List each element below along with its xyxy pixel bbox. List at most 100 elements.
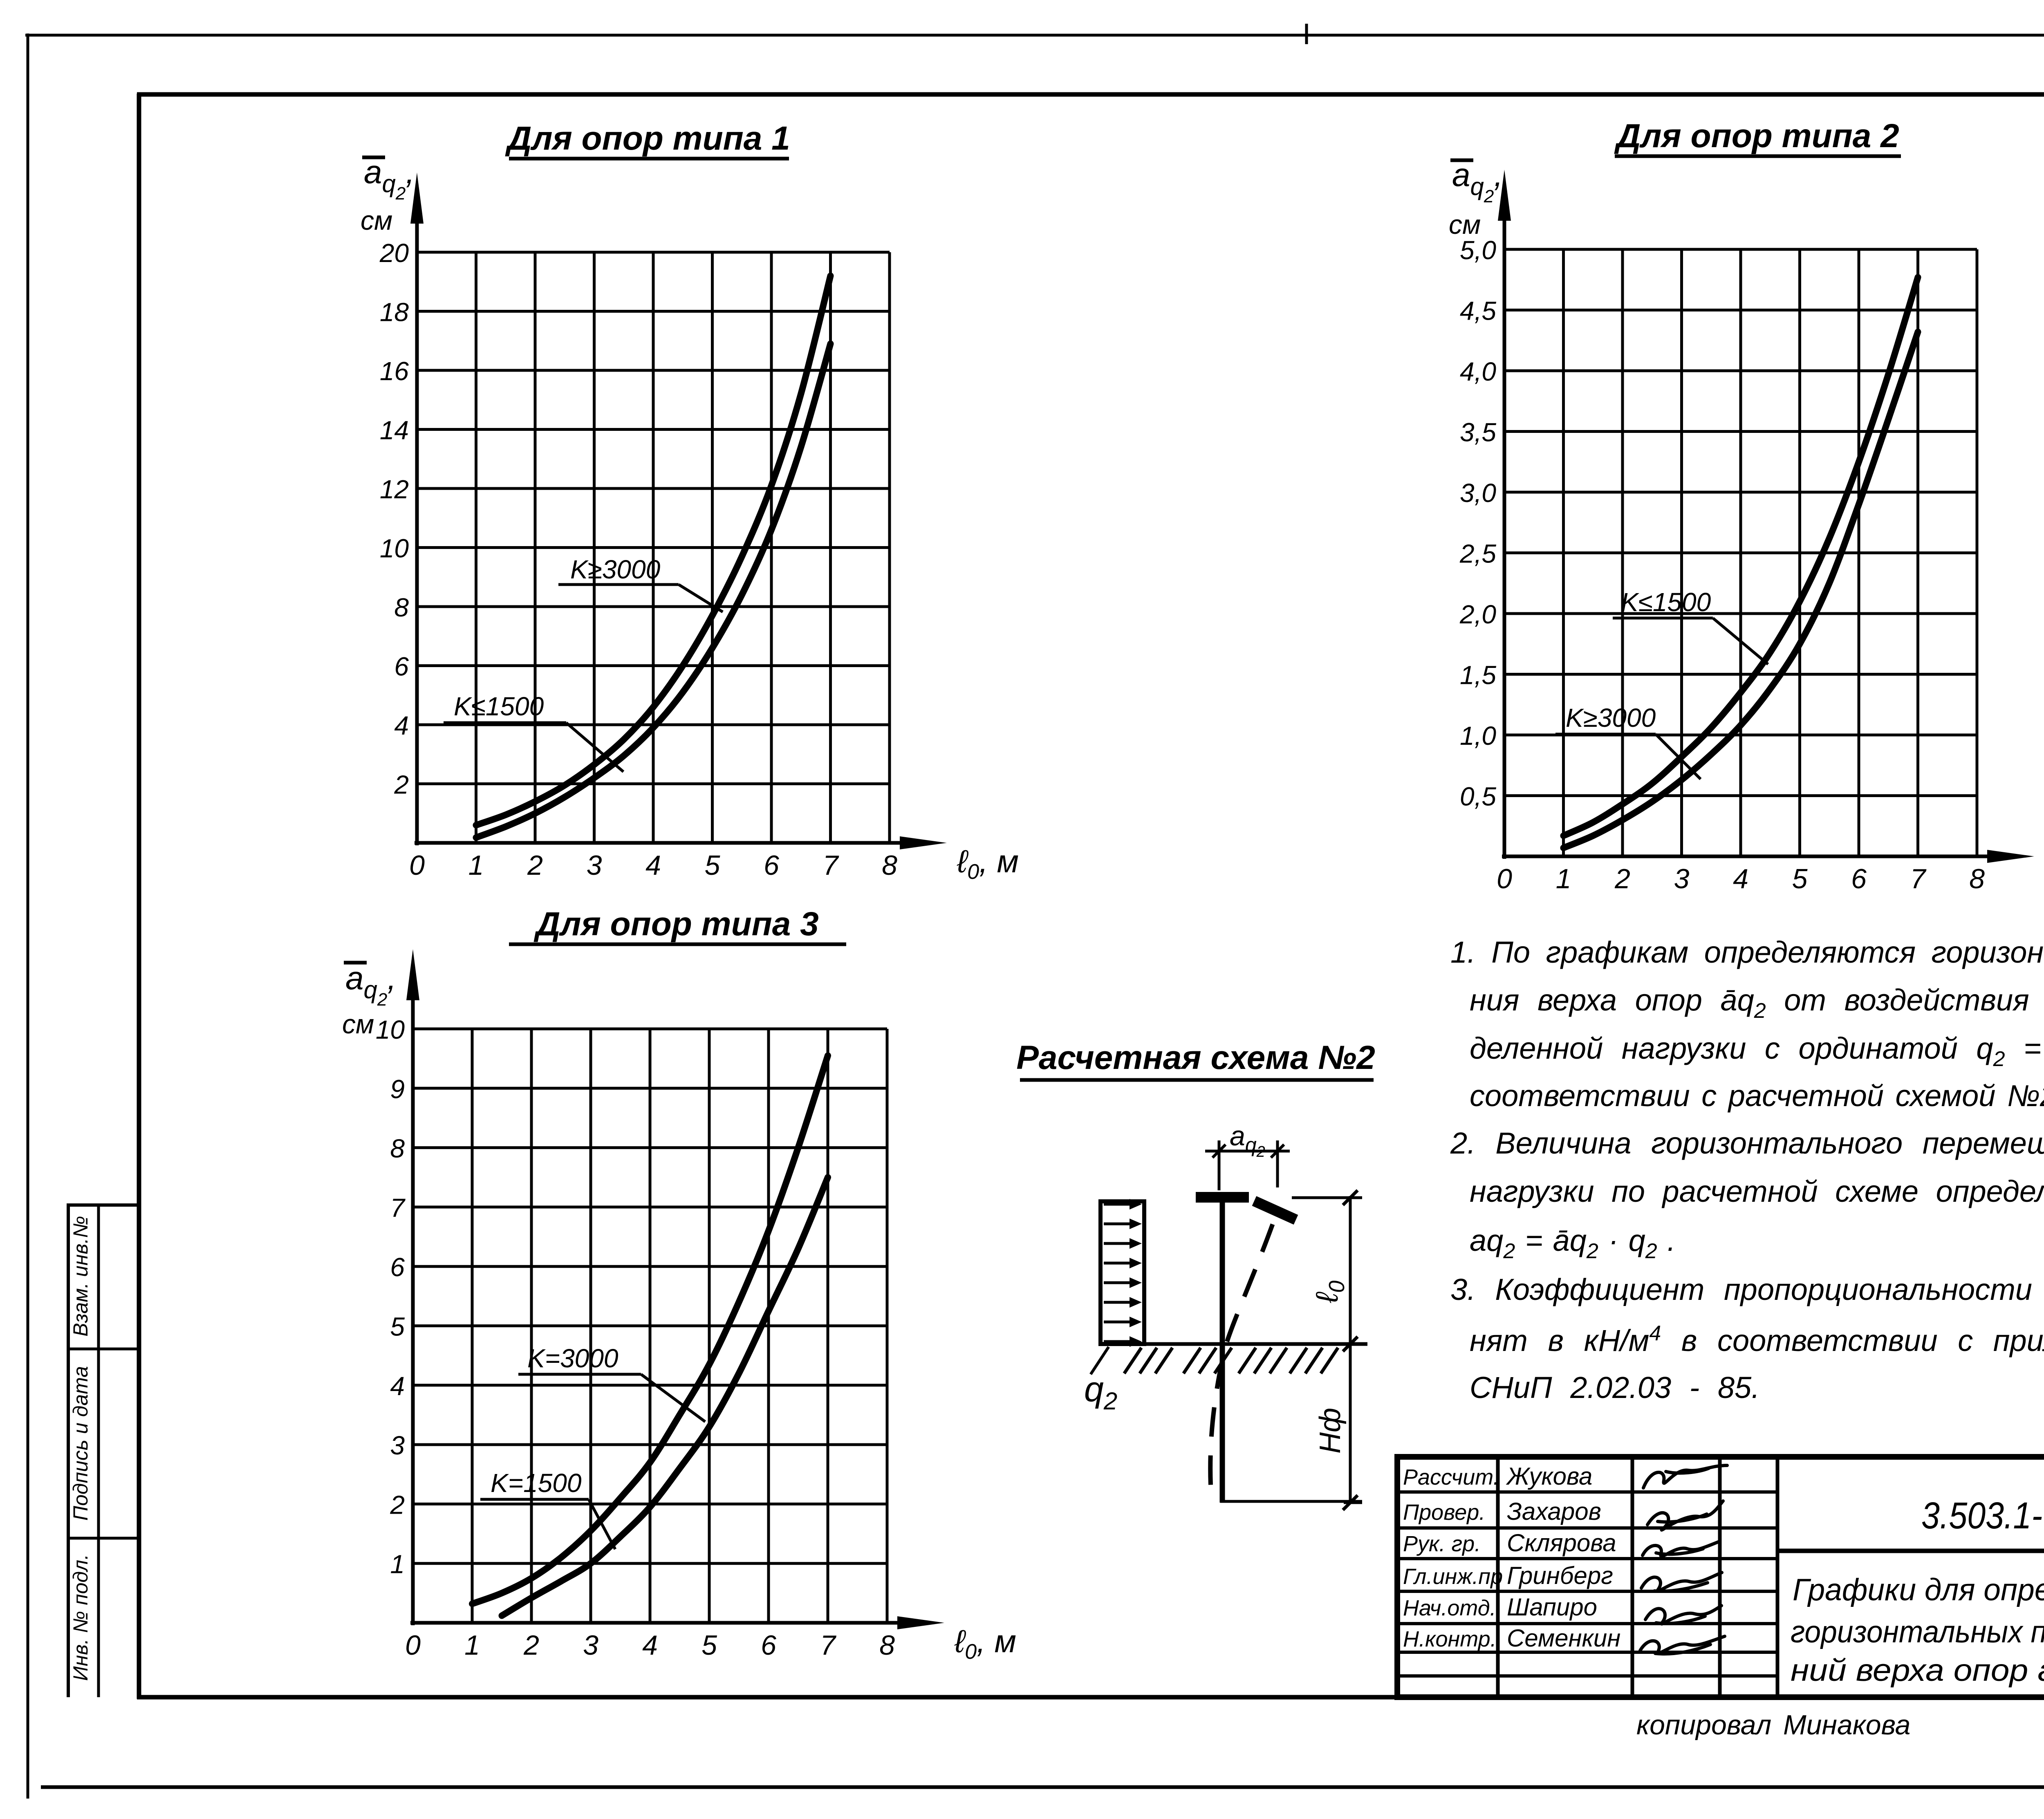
svg-text:см: см	[361, 205, 392, 235]
svg-text:ния верха опор āq2 от воз: ния верха опор āq2 от воздействия равном…	[1470, 983, 2044, 1023]
svg-text:K=1500: K=1500	[491, 1468, 582, 1498]
svg-text:20: 20	[379, 238, 409, 268]
svg-text:Минакова: Минакова	[1783, 1709, 1910, 1741]
svg-text:копировал: копировал	[1636, 1709, 1771, 1741]
svg-text:см: см	[1449, 209, 1481, 240]
svg-text:4,5: 4,5	[1460, 296, 1496, 326]
svg-text:аq2: аq2	[1230, 1120, 1265, 1160]
svg-text:СНиП 2.02.03 - 85.: СНиП 2.02.03 - 85.	[1470, 1371, 1760, 1405]
svg-text:16: 16	[380, 356, 409, 386]
svg-text:3: 3	[390, 1431, 405, 1460]
svg-text:Расчетная схема №2: Расчетная схема №2	[1016, 1039, 1375, 1076]
svg-text:3: 3	[587, 850, 602, 881]
svg-text:Для опор типа 3: Для опор типа 3	[533, 905, 819, 943]
svg-text:0: 0	[409, 850, 425, 881]
svg-text:Взам. инв.№: Взам. инв.№	[69, 1216, 92, 1336]
svg-text:1,5: 1,5	[1460, 661, 1496, 690]
svg-text:8: 8	[879, 1630, 895, 1661]
svg-text:10: 10	[380, 534, 409, 563]
svg-text:деленной нагрузки с ординат: деленной нагрузки с ординатой q2 = 10кПа…	[1470, 1031, 2044, 1071]
svg-text:1,0: 1,0	[1460, 721, 1496, 750]
svg-text:14: 14	[380, 416, 409, 445]
svg-text:3.503.1-79.0-15: 3.503.1-79.0-15	[1921, 1495, 2044, 1537]
svg-text:Захаров: Захаров	[1507, 1498, 1601, 1525]
svg-text:2: 2	[527, 850, 543, 881]
svg-text:2: 2	[523, 1630, 539, 1661]
svg-text:аq2,: аq2,	[364, 154, 415, 204]
svg-text:6: 6	[764, 850, 779, 881]
svg-text:8: 8	[390, 1134, 405, 1163]
svg-text:аq2,: аq2,	[345, 960, 397, 1010]
svg-text:8: 8	[1969, 863, 1985, 894]
svg-text:7: 7	[1910, 863, 1927, 894]
svg-text:18: 18	[380, 298, 409, 327]
svg-text:3,0: 3,0	[1460, 478, 1496, 508]
svg-text:4: 4	[394, 711, 409, 740]
svg-text:1: 1	[468, 850, 484, 881]
svg-text:6: 6	[1851, 863, 1867, 894]
svg-text:горизонтальных перемеще-: горизонтальных перемеще-	[1791, 1615, 2044, 1649]
svg-text:2,5: 2,5	[1459, 539, 1496, 569]
svg-text:K≤1500: K≤1500	[1621, 587, 1711, 617]
svg-text:10: 10	[376, 1015, 405, 1044]
svg-text:1: 1	[390, 1550, 405, 1579]
svg-text:5,0: 5,0	[1460, 235, 1496, 265]
svg-text:3,5: 3,5	[1460, 418, 1496, 447]
svg-text:соответствии с расчетной сх: соответствии с расчетной схемой №2.	[1470, 1079, 2044, 1113]
svg-text:Графики для определения: Графики для определения	[1793, 1573, 2044, 1607]
svg-text:4: 4	[390, 1371, 405, 1401]
svg-text:6: 6	[761, 1630, 776, 1661]
svg-text:3: 3	[583, 1630, 598, 1661]
svg-text:4: 4	[1733, 863, 1748, 894]
svg-text:0: 0	[405, 1630, 421, 1661]
svg-text:3: 3	[1674, 863, 1690, 894]
svg-text:ℓ0, м: ℓ0, м	[957, 843, 1019, 884]
svg-text:3. Коэффициент пропорциональн: 3. Коэффициент пропорциональности грунта…	[1450, 1272, 2044, 1306]
svg-text:Для опор типа 1: Для опор типа 1	[505, 120, 790, 157]
svg-text:Семенкин: Семенкин	[1507, 1624, 1620, 1652]
svg-text:аq2 = āq2 · q2 .: аq2 = āq2 · q2 .	[1470, 1223, 1676, 1263]
svg-text:K≤1500: K≤1500	[454, 692, 544, 721]
svg-text:Шапиро: Шапиро	[1507, 1593, 1597, 1621]
svg-text:Для опор типа 2: Для опор типа 2	[1614, 117, 1899, 155]
svg-text:ℓ0: ℓ0	[1310, 1281, 1349, 1304]
svg-text:8: 8	[394, 593, 409, 622]
svg-text:2: 2	[1614, 863, 1630, 894]
svg-text:Гринберг: Гринберг	[1507, 1562, 1613, 1589]
svg-text:Нач.отд.: Нач.отд.	[1403, 1596, 1496, 1620]
svg-text:аq2,: аq2,	[1452, 157, 1503, 206]
svg-text:Рук. гр.: Рук. гр.	[1403, 1532, 1481, 1556]
svg-text:Жукова: Жукова	[1506, 1463, 1592, 1490]
svg-text:0,5: 0,5	[1460, 782, 1496, 811]
svg-text:K=3000: K=3000	[527, 1344, 619, 1373]
svg-text:ний верха опор аq2: ний верха опор аq2	[1791, 1653, 2044, 1698]
svg-text:8: 8	[882, 850, 897, 881]
svg-text:Н.контр.: Н.контр.	[1403, 1627, 1497, 1651]
svg-text:нагрузки по расчетной схеме: нагрузки по расчетной схеме определяется…	[1470, 1174, 2044, 1208]
svg-text:1: 1	[1556, 863, 1571, 894]
svg-text:Гл.инж.пр: Гл.инж.пр	[1403, 1564, 1503, 1589]
svg-text:4: 4	[642, 1630, 658, 1661]
svg-text:Нф: Нф	[1314, 1408, 1347, 1454]
svg-text:1. По графикам определяются: 1. По графикам определяются горизонтальн…	[1450, 935, 2044, 969]
svg-text:нят в кН/м4 в соответствии: нят в кН/м4 в соответствии с приложением…	[1470, 1322, 2044, 1358]
svg-text:2: 2	[390, 1490, 405, 1519]
svg-text:K≥3000: K≥3000	[570, 555, 661, 584]
svg-text:12: 12	[380, 475, 409, 504]
svg-text:ℓ0, м: ℓ0, м	[954, 1623, 1016, 1664]
svg-text:q2: q2	[1084, 1370, 1117, 1415]
svg-text:K≥3000: K≥3000	[1566, 703, 1656, 733]
svg-text:2,0: 2,0	[1459, 600, 1496, 629]
svg-text:6: 6	[390, 1252, 405, 1282]
svg-text:5: 5	[705, 850, 720, 881]
svg-text:2. Величина горизонтального: 2. Величина горизонтального перемещения …	[1450, 1126, 2044, 1160]
svg-text:7: 7	[390, 1193, 406, 1223]
svg-text:5: 5	[390, 1312, 405, 1342]
svg-text:2: 2	[394, 770, 409, 800]
svg-text:6: 6	[394, 652, 409, 681]
svg-text:5: 5	[1792, 863, 1808, 894]
svg-text:Склярова: Склярова	[1507, 1529, 1616, 1557]
svg-text:см: см	[342, 1009, 374, 1039]
svg-text:9: 9	[390, 1074, 405, 1104]
svg-text:7: 7	[820, 1630, 836, 1661]
